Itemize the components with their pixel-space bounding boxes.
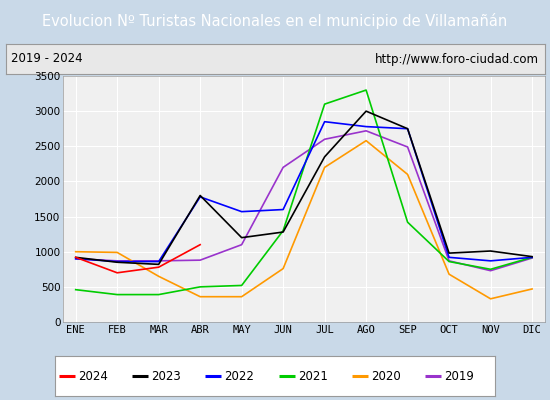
Text: http://www.foro-ciudad.com: http://www.foro-ciudad.com — [375, 52, 539, 66]
Text: 2019: 2019 — [444, 370, 474, 382]
Text: 2022: 2022 — [224, 370, 254, 382]
Text: 2024: 2024 — [78, 370, 108, 382]
Text: 2023: 2023 — [151, 370, 181, 382]
Text: 2019 - 2024: 2019 - 2024 — [11, 52, 82, 66]
Text: 2020: 2020 — [371, 370, 401, 382]
Text: 2021: 2021 — [298, 370, 328, 382]
Text: Evolucion Nº Turistas Nacionales en el municipio de Villamañán: Evolucion Nº Turistas Nacionales en el m… — [42, 13, 508, 29]
